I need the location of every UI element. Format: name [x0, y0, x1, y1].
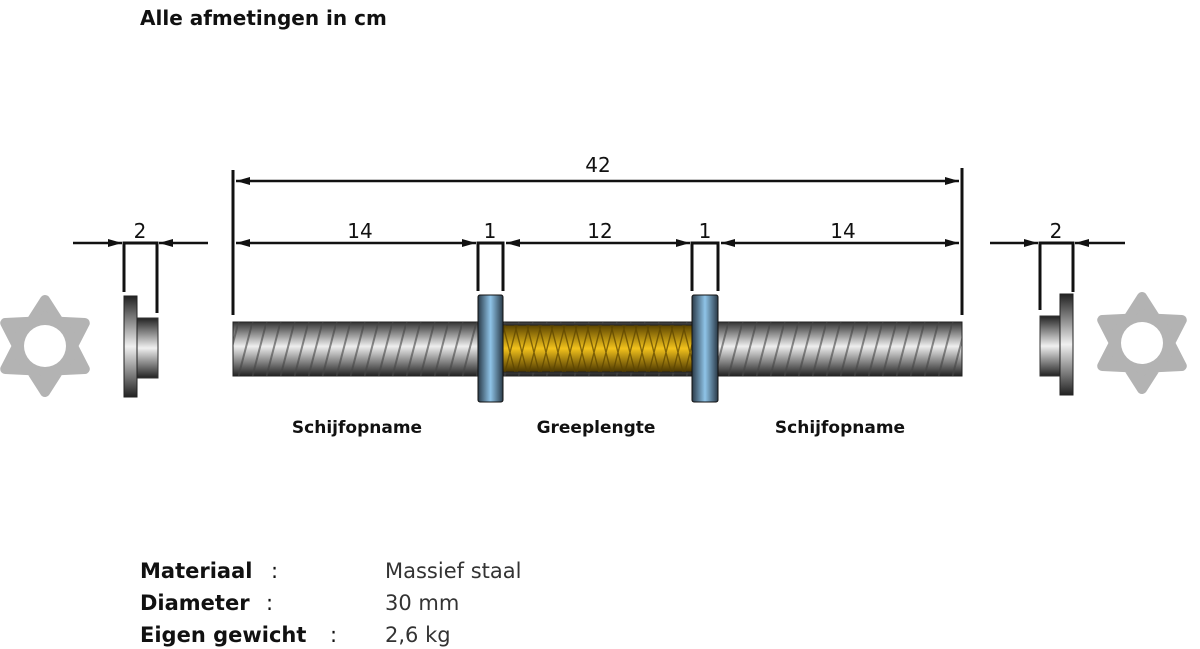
dimension-lines [73, 168, 1125, 315]
dim-left-collar: 1 [484, 219, 497, 243]
grip [502, 324, 693, 373]
dim-left-washer: 2 [134, 219, 147, 243]
left-star-nut [0, 295, 90, 397]
spec-colon: : [266, 591, 274, 615]
dim-right-washer: 2 [1050, 219, 1063, 243]
spec-value: Massief staal [385, 559, 522, 583]
star-nut-hole [24, 325, 66, 367]
star-nut-hole [1121, 322, 1163, 364]
spec-value: 30 mm [385, 591, 460, 615]
spec-value: 2,6 kg [385, 623, 451, 647]
dim-total: 42 [585, 153, 610, 177]
dim-left-sleeve: 14 [347, 219, 372, 243]
left-washer [123, 295, 159, 398]
dim-grip: 12 [587, 219, 612, 243]
label-right-section: Schijfopname [775, 418, 905, 438]
spec-key: Eigen gewicht [140, 623, 307, 647]
spec-colon: : [330, 623, 338, 647]
spec-colon: : [271, 559, 279, 583]
dim-right-collar: 1 [699, 219, 712, 243]
page-title: Alle afmetingen in cm [140, 6, 387, 30]
spec-key: Diameter [140, 591, 250, 615]
left-collar [477, 294, 504, 403]
dim-right-sleeve: 14 [830, 219, 855, 243]
right-collar [691, 294, 719, 403]
right-washer [1039, 293, 1074, 396]
spec-key: Materiaal [140, 559, 253, 583]
right-star-nut [1097, 292, 1187, 394]
label-left-section: Schijfopname [292, 418, 422, 438]
label-middle-section: Greeplengte [537, 418, 656, 438]
